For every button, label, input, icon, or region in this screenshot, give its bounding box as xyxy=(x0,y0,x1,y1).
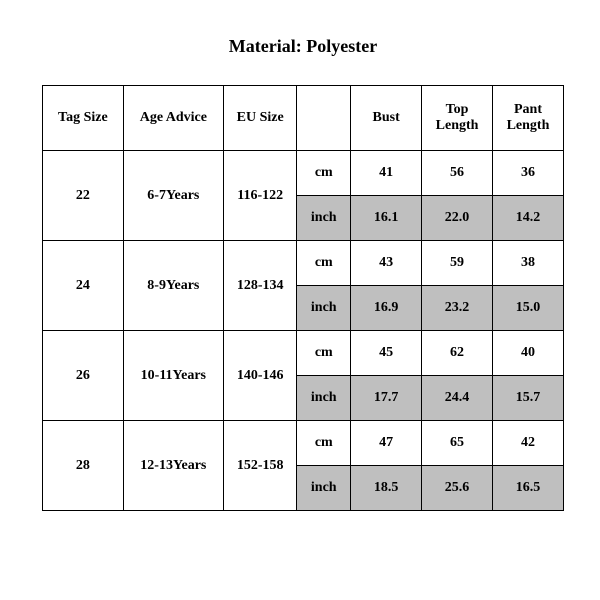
cell-pant: 15.7 xyxy=(493,376,564,421)
cell-age: 12-13Years xyxy=(123,421,223,511)
th-top-length: TopLength xyxy=(422,86,493,151)
cell-age: 10-11Years xyxy=(123,331,223,421)
cell-unit: cm xyxy=(297,241,351,286)
cell-bust: 16.9 xyxy=(351,286,422,331)
cell-pant: 15.0 xyxy=(493,286,564,331)
cell-top: 65 xyxy=(422,421,493,466)
cell-tag: 26 xyxy=(43,331,124,421)
cell-bust: 17.7 xyxy=(351,376,422,421)
cell-top: 24.4 xyxy=(422,376,493,421)
size-table: Tag Size Age Advice EU Size Bust TopLeng… xyxy=(42,85,564,511)
th-bust: Bust xyxy=(351,86,422,151)
cell-tag: 24 xyxy=(43,241,124,331)
cell-eu: 116-122 xyxy=(223,151,296,241)
cell-unit: inch xyxy=(297,286,351,331)
cell-bust: 43 xyxy=(351,241,422,286)
cell-pant: 16.5 xyxy=(493,466,564,511)
cell-tag: 28 xyxy=(43,421,124,511)
cell-pant: 40 xyxy=(493,331,564,376)
cell-top: 25.6 xyxy=(422,466,493,511)
th-age-advice: Age Advice xyxy=(123,86,223,151)
cell-bust: 16.1 xyxy=(351,196,422,241)
cell-unit: cm xyxy=(297,421,351,466)
th-tag-size: Tag Size xyxy=(43,86,124,151)
cell-bust: 41 xyxy=(351,151,422,196)
th-unit xyxy=(297,86,351,151)
cell-bust: 18.5 xyxy=(351,466,422,511)
cell-eu: 140-146 xyxy=(223,331,296,421)
cell-pant: 42 xyxy=(493,421,564,466)
cell-top: 62 xyxy=(422,331,493,376)
cell-pant: 38 xyxy=(493,241,564,286)
cell-bust: 45 xyxy=(351,331,422,376)
cell-unit: cm xyxy=(297,331,351,376)
cell-pant: 14.2 xyxy=(493,196,564,241)
th-eu-size: EU Size xyxy=(223,86,296,151)
cell-unit: inch xyxy=(297,466,351,511)
th-pant-length: PantLength xyxy=(493,86,564,151)
cell-age: 6-7Years xyxy=(123,151,223,241)
cell-bust: 47 xyxy=(351,421,422,466)
cell-top: 22.0 xyxy=(422,196,493,241)
cell-eu: 128-134 xyxy=(223,241,296,331)
cell-top: 23.2 xyxy=(422,286,493,331)
cell-top: 56 xyxy=(422,151,493,196)
cell-unit: inch xyxy=(297,196,351,241)
cell-top: 59 xyxy=(422,241,493,286)
cell-tag: 22 xyxy=(43,151,124,241)
cell-eu: 152-158 xyxy=(223,421,296,511)
cell-pant: 36 xyxy=(493,151,564,196)
cell-unit: inch xyxy=(297,376,351,421)
cell-age: 8-9Years xyxy=(123,241,223,331)
page-title: Material: Polyester xyxy=(42,36,564,57)
cell-unit: cm xyxy=(297,151,351,196)
